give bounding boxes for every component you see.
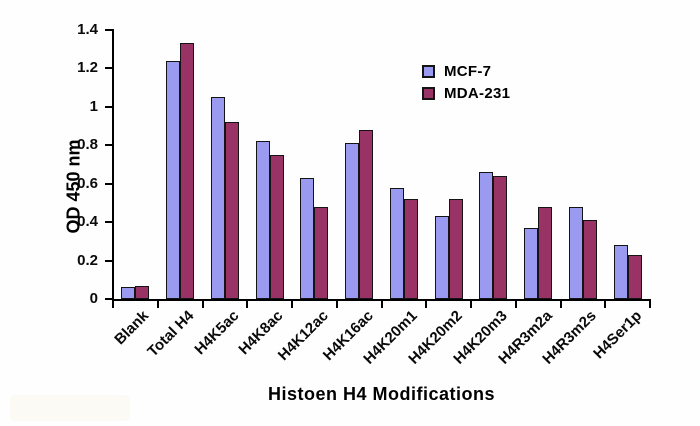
y-tick-mark — [105, 105, 113, 108]
legend-item-mcf7: MCF-7 — [422, 60, 510, 82]
y-tick-label: 0.2 — [77, 251, 98, 269]
x-tick-label-h4ser1p: H4Ser1p — [589, 307, 645, 363]
y-tick-label: 1 — [89, 97, 98, 115]
x-tick-mark — [112, 301, 114, 308]
bar-mda-231-blank — [135, 286, 149, 299]
bar-mda-231-h4k12ac — [314, 207, 328, 299]
x-tick-label-h4k5ac: H4K5ac — [191, 307, 243, 359]
x-tick-mark — [201, 301, 204, 308]
bar-mda-231-h4ser1p — [628, 255, 642, 299]
y-tick-mark — [105, 298, 113, 300]
bar-mcf-7-h4r3m2a — [524, 228, 538, 299]
bar-mcf-7-h4k8ac — [256, 141, 270, 299]
bar-mcf-7-h4r3m2s — [569, 207, 583, 299]
bar-mda-231-h4k5ac — [225, 122, 239, 299]
x-tick-label-blank: Blank — [111, 307, 153, 349]
x-axis-line — [112, 299, 651, 301]
y-tick-label: 0.4 — [77, 213, 98, 231]
bar-mcf-7-total-h4 — [166, 61, 180, 299]
x-tick-mark — [335, 301, 338, 308]
bar-mda-231-h4k16ac — [359, 130, 373, 299]
x-tick-label-total-h4: Total H4 — [144, 307, 198, 361]
bar-mda-231-h4k20m1 — [404, 199, 418, 299]
bar-mda-231-total-h4 — [180, 43, 194, 299]
bar-mcf-7-h4k20m3 — [479, 172, 493, 299]
y-tick-mark — [105, 67, 113, 70]
bar-mcf-7-h4k12ac — [300, 178, 314, 299]
bar-mcf-7-h4ser1p — [614, 245, 628, 299]
x-tick-mark — [425, 301, 428, 308]
bar-mda-231-h4r3m2a — [538, 207, 552, 299]
bar-mcf-7-h4k20m2 — [435, 216, 449, 299]
x-tick-mark — [291, 301, 293, 308]
mcf7-swatch-icon — [422, 64, 435, 78]
x-tick-mark — [604, 301, 607, 308]
y-tick-mark — [105, 182, 113, 185]
bar-mda-231-h4k8ac — [270, 155, 284, 299]
legend-item-mda231: MDA-231 — [422, 82, 510, 104]
x-axis-title: Histoen H4 Modifications — [267, 384, 495, 404]
bar-mcf-7-h4k16ac — [345, 143, 359, 299]
x-tick-mark — [514, 301, 517, 308]
y-tick-label: 0.6 — [77, 174, 98, 192]
bar-mcf-7-blank — [121, 287, 135, 299]
x-tick-mark — [649, 301, 651, 308]
y-tick-mark — [105, 259, 113, 262]
x-tick-mark — [559, 301, 562, 308]
y-tick-mark — [105, 29, 113, 31]
bar-mcf-7-h4k20m1 — [390, 188, 404, 299]
bar-mda-231-h4k20m3 — [493, 176, 507, 299]
legend: MCF-7 MDA-231 — [422, 60, 510, 104]
y-tick-label: 1.4 — [77, 21, 98, 38]
y-tick-mark — [105, 221, 113, 224]
bar-mda-231-h4k20m2 — [449, 199, 463, 299]
mda231-swatch-icon — [422, 86, 435, 100]
y-tick-mark — [105, 144, 113, 147]
legend-label-mda231: MDA-231 — [444, 84, 511, 102]
y-axis-line — [112, 29, 114, 301]
x-tick-mark — [380, 301, 383, 308]
x-tick-mark — [156, 301, 159, 308]
y-tick-label: 0.8 — [77, 136, 98, 154]
image-artifact — [10, 395, 130, 421]
bar-mcf-7-h4k5ac — [211, 97, 225, 299]
bar-mda-231-h4r3m2s — [583, 220, 597, 299]
legend-label-mcf7: MCF-7 — [444, 62, 492, 80]
y-tick-label: 0 — [89, 290, 98, 307]
x-tick-mark — [246, 301, 249, 308]
x-tick-mark — [470, 301, 472, 308]
y-tick-label: 1.2 — [77, 59, 98, 77]
